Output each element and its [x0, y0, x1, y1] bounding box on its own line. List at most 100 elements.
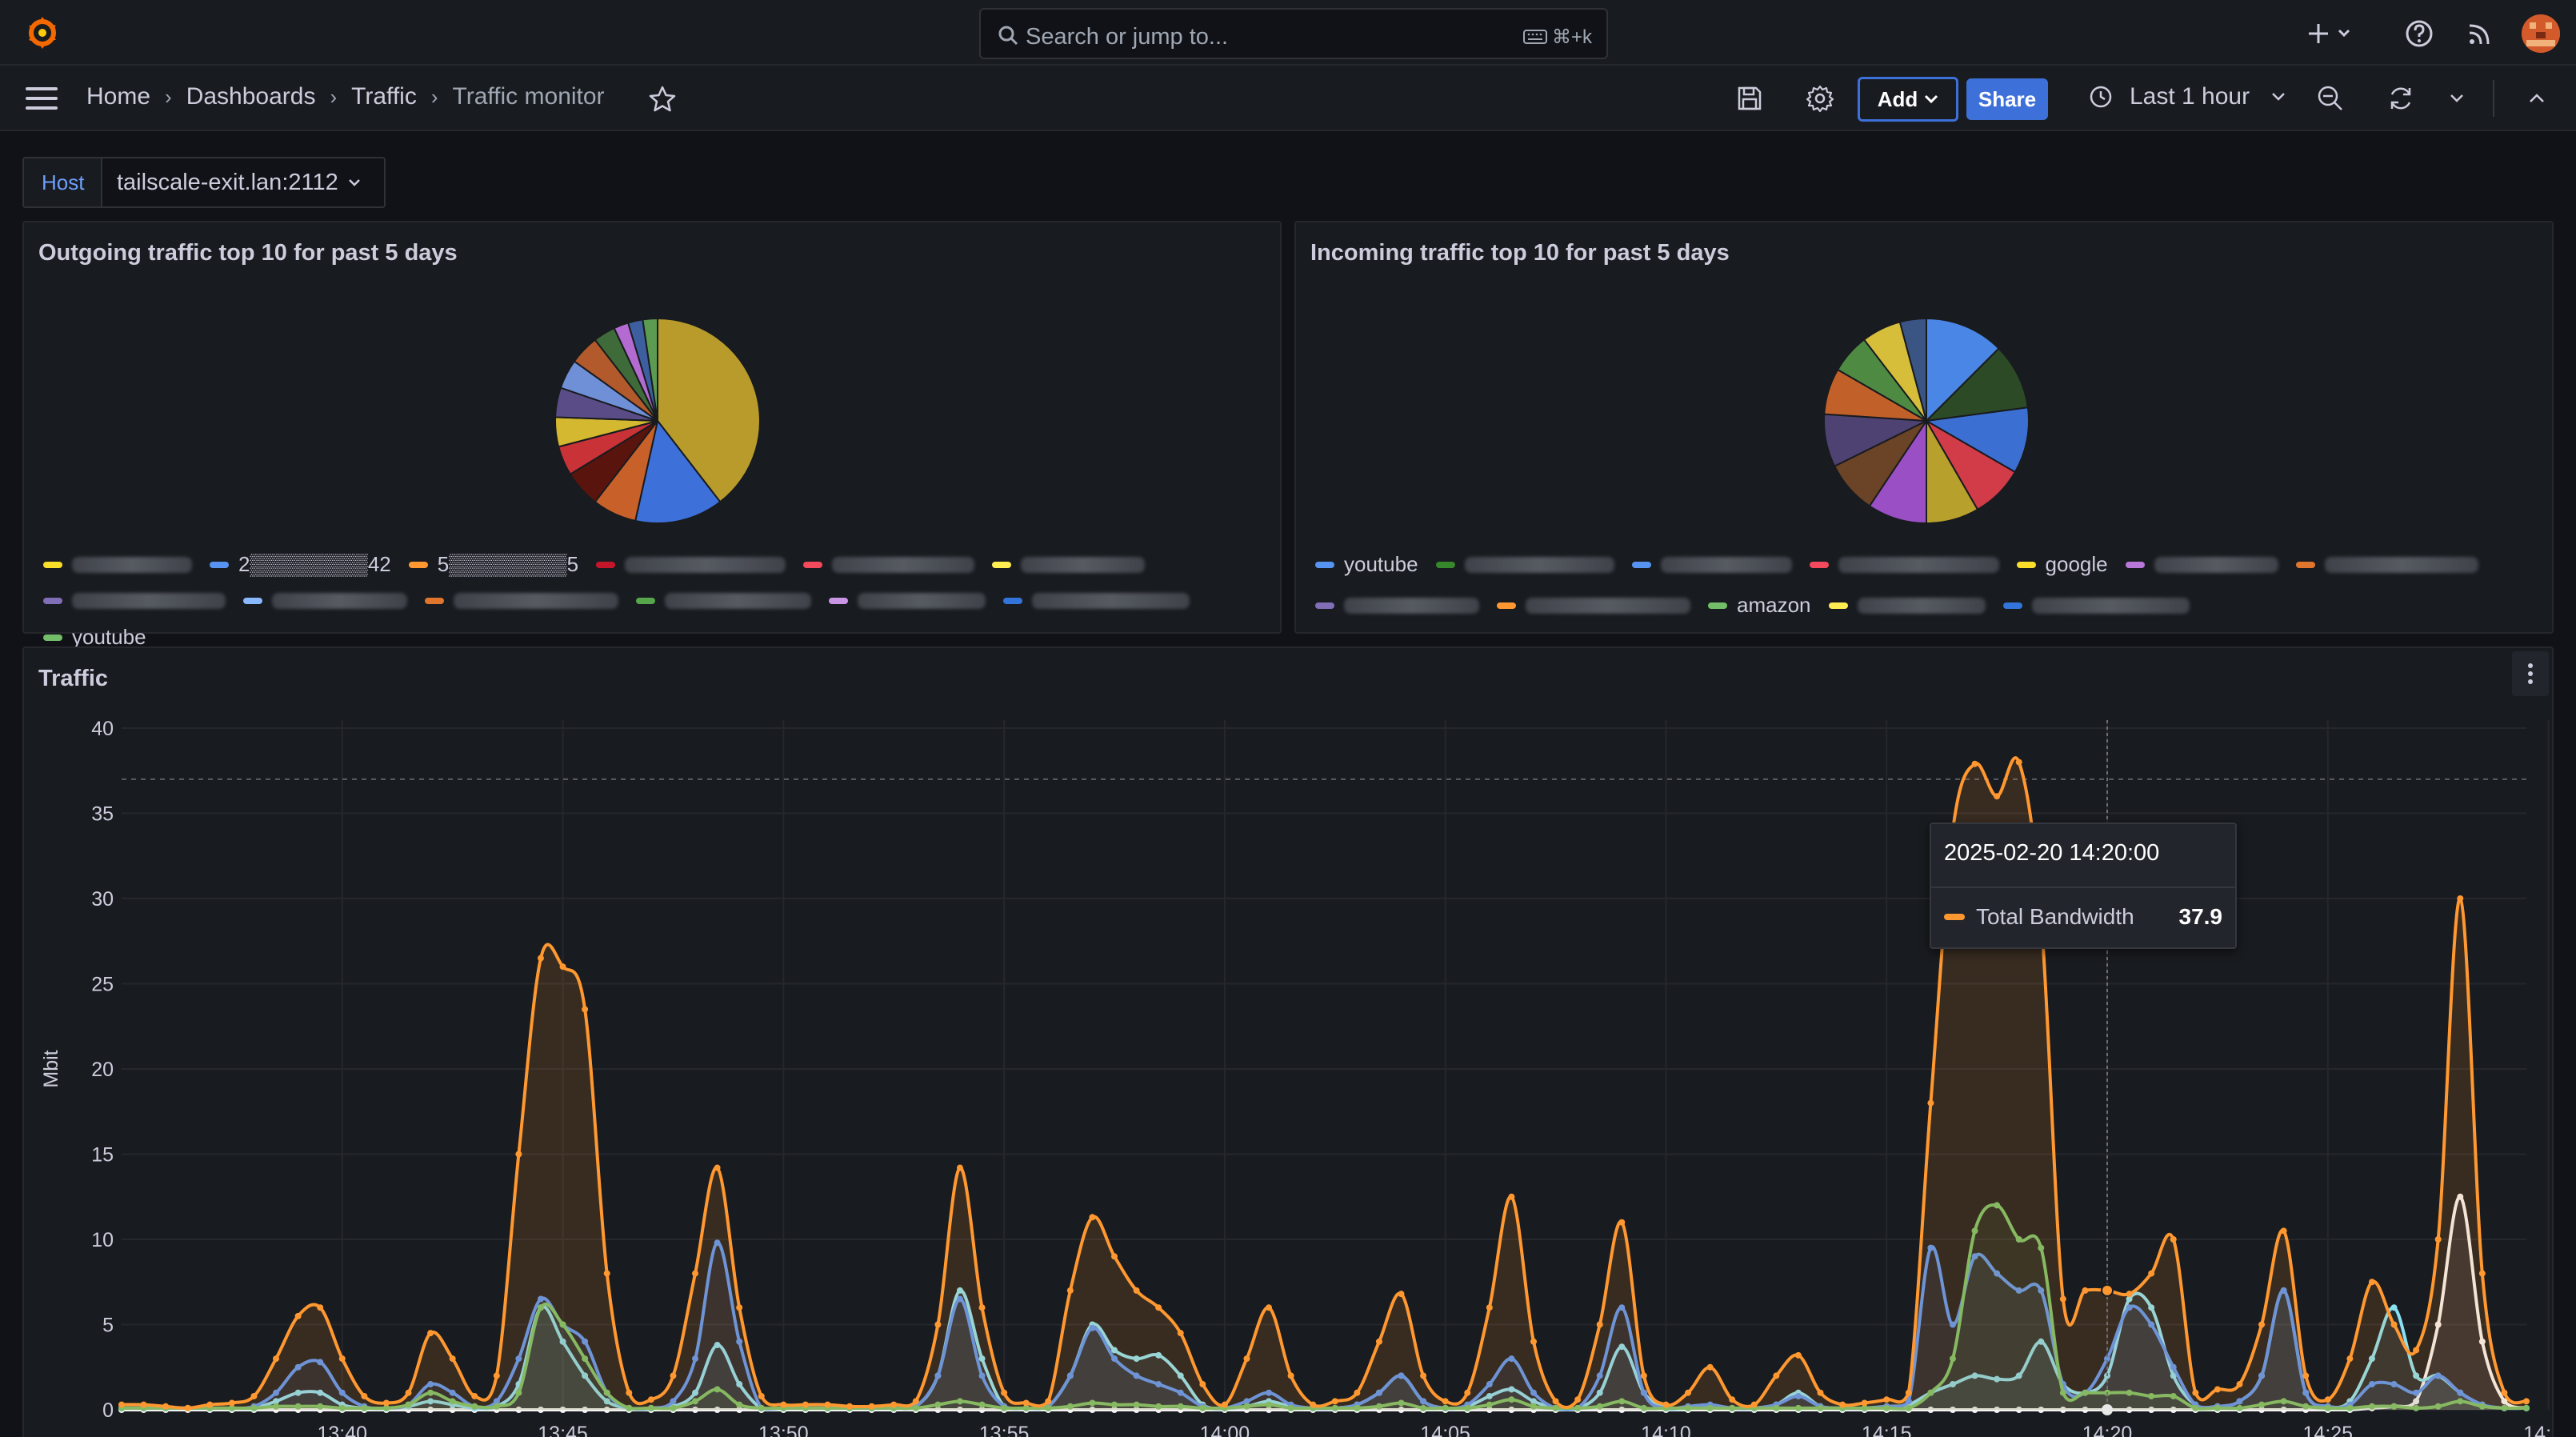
legend-item[interactable] — [803, 552, 975, 577]
legend-item[interactable] — [1497, 593, 1690, 618]
star-favorite-icon[interactable] — [648, 85, 677, 114]
data-point — [1574, 1404, 1582, 1411]
news-rss-icon[interactable] — [2464, 18, 2496, 50]
help-icon[interactable] — [2403, 18, 2435, 50]
pie-slice[interactable] — [1923, 406, 2030, 474]
data-point — [890, 1401, 898, 1408]
add-button-label: Add — [1877, 86, 1918, 111]
pie-slice[interactable] — [1926, 317, 2000, 423]
legend-item[interactable] — [1003, 593, 1190, 609]
legend-item[interactable] — [1315, 593, 1479, 618]
data-point — [405, 1389, 412, 1396]
data-point — [1243, 1355, 1250, 1363]
data-point — [780, 1401, 787, 1408]
series-area — [122, 758, 2526, 1410]
data-point — [978, 1372, 986, 1379]
legend-item[interactable] — [829, 593, 986, 609]
breadcrumb-dashboards[interactable]: Dashboards — [186, 83, 316, 110]
legend-item[interactable]: youtube — [43, 625, 146, 650]
data-point — [1640, 1389, 1647, 1396]
collapse-chevron-up-icon[interactable] — [2522, 83, 2552, 114]
data-point — [1729, 1396, 1736, 1403]
panel-menu-button[interactable] — [2512, 651, 2549, 696]
save-icon[interactable] — [1734, 83, 1765, 114]
data-point — [1111, 1407, 1118, 1413]
legend-item[interactable] — [1809, 552, 1999, 577]
data-point — [1640, 1372, 1647, 1379]
data-point — [1817, 1389, 1824, 1396]
data-point — [471, 1403, 478, 1410]
x-tick-label: 14:10 — [1641, 1423, 1691, 1437]
pie-slice[interactable] — [634, 418, 722, 524]
search-shortcut: ⌘+k — [1522, 26, 1592, 49]
traffic-panel: Traffic 0 5 10 15 20 25 30 35 40 13:40 13:45 13:50 1… — [22, 646, 2554, 1437]
legend-item[interactable]: 5▒▒▒▒▒▒▒▒5 — [408, 552, 578, 577]
data-point — [1883, 1396, 1890, 1403]
data-point — [934, 1321, 942, 1328]
data-point — [1971, 1253, 1978, 1260]
data-point — [1133, 1355, 1140, 1363]
search-input[interactable]: Search or jump to... ⌘+k — [979, 8, 1608, 59]
refresh-interval-chevron-icon[interactable] — [2442, 83, 2472, 114]
data-point — [1287, 1372, 1294, 1379]
data-point — [1729, 1404, 1736, 1411]
refresh-icon[interactable] — [2386, 83, 2416, 114]
data-point — [1375, 1389, 1382, 1396]
traffic-timeseries-chart[interactable]: 0 5 10 15 20 25 30 35 40 13:40 13:45 13:50 13:55 14:0… — [24, 648, 2552, 1437]
data-point — [228, 1404, 235, 1411]
pie-slice[interactable] — [642, 317, 658, 422]
grafana-logo-icon[interactable] — [24, 14, 61, 51]
legend-item[interactable] — [636, 593, 811, 609]
settings-gear-icon[interactable] — [1805, 83, 1835, 114]
legend-item[interactable]: youtube — [1315, 552, 1418, 577]
legend-item[interactable] — [1435, 552, 1614, 577]
new-plus-icon[interactable] — [2307, 18, 2358, 50]
legend-item[interactable] — [425, 593, 618, 609]
legend-item[interactable] — [1828, 593, 1986, 618]
data-point — [2126, 1291, 2133, 1298]
pie-slice[interactable] — [1898, 317, 1927, 422]
legend-item[interactable]: google — [2016, 552, 2108, 577]
data-point — [317, 1389, 324, 1396]
data-point — [1266, 1407, 1273, 1413]
data-point — [714, 1407, 721, 1413]
data-point — [2390, 1321, 2398, 1328]
legend-item[interactable] — [243, 593, 407, 609]
user-avatar[interactable] — [2522, 14, 2560, 53]
legend-item[interactable] — [43, 552, 192, 577]
legend-item[interactable] — [2295, 552, 2478, 577]
y-tick-label: 20 — [91, 1059, 114, 1081]
legend-item[interactable] — [43, 593, 226, 609]
data-point — [2170, 1407, 2177, 1413]
legend-item[interactable] — [2002, 593, 2190, 618]
data-point — [1927, 1407, 1934, 1413]
legend-swatch — [596, 561, 616, 568]
legend-item[interactable]: 2▒▒▒▒▒▒▒▒42 — [210, 552, 391, 577]
legend-label-redacted — [1464, 556, 1614, 573]
data-point — [228, 1399, 235, 1407]
legend-item[interactable] — [596, 552, 786, 577]
legend-item[interactable] — [992, 552, 1146, 577]
breadcrumb-traffic[interactable]: Traffic — [351, 83, 417, 110]
data-point — [1618, 1304, 1626, 1311]
data-point — [1287, 1404, 1294, 1411]
data-point — [603, 1389, 610, 1396]
add-button[interactable]: Add — [1858, 77, 1958, 122]
data-point — [670, 1404, 677, 1411]
share-button[interactable]: Share — [1966, 78, 2048, 120]
legend-item[interactable]: amazon — [1708, 593, 1811, 618]
breadcrumb: Home › Dashboards › Traffic › Traffic mo… — [86, 83, 605, 110]
legend-item[interactable] — [1631, 552, 1792, 577]
zoom-out-icon[interactable] — [2315, 83, 2346, 114]
legend-item[interactable] — [2125, 552, 2278, 577]
data-point — [2390, 1381, 2398, 1388]
data-point — [1706, 1404, 1714, 1411]
data-point — [537, 955, 544, 962]
menu-toggle-icon[interactable] — [26, 87, 58, 110]
pie-slice[interactable] — [657, 317, 761, 503]
breadcrumb-home[interactable]: Home — [86, 83, 151, 110]
time-range-picker[interactable]: Last 1 hour — [2088, 83, 2286, 110]
host-variable-select[interactable]: tailscale-exit.lan:2112 — [101, 157, 386, 208]
pie-slice[interactable] — [1924, 347, 2030, 422]
data-point — [2346, 1355, 2354, 1363]
